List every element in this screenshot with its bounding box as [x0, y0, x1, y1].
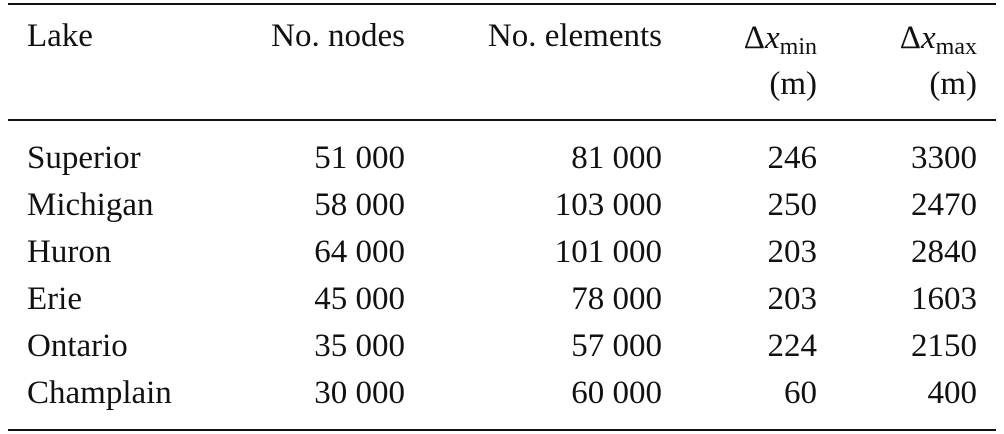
- table-cell: 2150: [911, 328, 977, 364]
- table-cell: 1603: [911, 281, 977, 317]
- table-cell: 78 000: [571, 281, 662, 317]
- header-cell: Δxmax: [900, 18, 977, 67]
- table-cell: 400: [927, 375, 978, 411]
- header-variable: x: [765, 20, 780, 56]
- table-cell: 58 000: [314, 187, 405, 223]
- header-symbol: Δ: [899, 20, 922, 56]
- table-cell: 246: [767, 140, 818, 176]
- table-cell: 103 000: [554, 187, 662, 223]
- table-cell: 203: [767, 281, 818, 317]
- table-cell: 224: [767, 328, 818, 364]
- table-cell: 203: [767, 234, 818, 270]
- table-cell: 51 000: [314, 140, 405, 176]
- header-subscript: max: [935, 34, 977, 60]
- table-cell: Superior: [27, 140, 141, 176]
- header-variable: x: [921, 20, 936, 56]
- table-cell: 250: [767, 187, 818, 223]
- header-cell: No. nodes: [271, 18, 405, 54]
- header-cell: No. elements: [487, 18, 662, 54]
- table-cell: Huron: [27, 234, 112, 270]
- header-cell: Lake: [27, 18, 93, 54]
- header-subscript: min: [779, 34, 817, 60]
- table-cell: 3300: [911, 140, 977, 176]
- mid-rule: [8, 119, 996, 121]
- table-cell: Erie: [27, 281, 82, 317]
- table-cell: 2840: [911, 234, 977, 270]
- table-cell: 35 000: [314, 328, 405, 364]
- table-cell: Ontario: [27, 328, 128, 364]
- header-unit: (m): [769, 66, 817, 102]
- table-cell: 60: [784, 375, 817, 411]
- table-cell: 2470: [911, 187, 977, 223]
- header-symbol: Δ: [743, 20, 765, 56]
- table-cell: 45 000: [314, 281, 405, 317]
- table-cell: 30 000: [314, 375, 405, 411]
- table-cell: Michigan: [27, 187, 154, 223]
- bottom-rule: [8, 429, 996, 431]
- table-cell: 57 000: [571, 328, 662, 364]
- table-cell: 81 000: [571, 140, 662, 176]
- table-cell: 101 000: [554, 234, 662, 270]
- header-unit: (m): [929, 66, 977, 102]
- table-cell: 60 000: [571, 375, 662, 411]
- top-rule: [8, 3, 996, 5]
- header-cell: Δxmin: [744, 18, 817, 67]
- table-cell: 64 000: [314, 234, 405, 270]
- table-cell: Champlain: [27, 375, 172, 411]
